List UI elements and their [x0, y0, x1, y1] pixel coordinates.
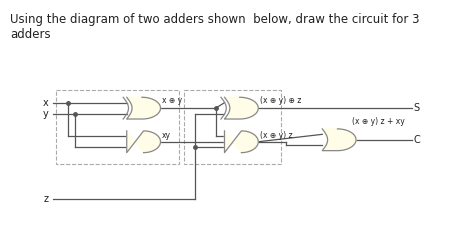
Polygon shape — [322, 129, 356, 151]
Polygon shape — [225, 97, 258, 119]
Text: x: x — [43, 98, 48, 108]
Polygon shape — [127, 97, 161, 119]
Text: xy: xy — [162, 131, 171, 140]
Text: z: z — [44, 194, 48, 204]
Text: y: y — [43, 109, 48, 119]
Text: Using the diagram of two adders shown  below, draw the circuit for 3
adders: Using the diagram of two adders shown be… — [10, 13, 420, 41]
Text: x ⊕ y: x ⊕ y — [162, 96, 182, 105]
Bar — [56, 90, 179, 165]
Polygon shape — [225, 131, 258, 153]
Bar — [183, 90, 282, 165]
Polygon shape — [127, 131, 161, 153]
Text: C: C — [414, 135, 420, 145]
Text: S: S — [414, 103, 420, 113]
Text: (x ⊕ y) z + xy: (x ⊕ y) z + xy — [352, 117, 404, 126]
Text: (x ⊕ y) z: (x ⊕ y) z — [260, 131, 292, 140]
Text: (x ⊕ y) ⊕ z: (x ⊕ y) ⊕ z — [260, 96, 301, 105]
